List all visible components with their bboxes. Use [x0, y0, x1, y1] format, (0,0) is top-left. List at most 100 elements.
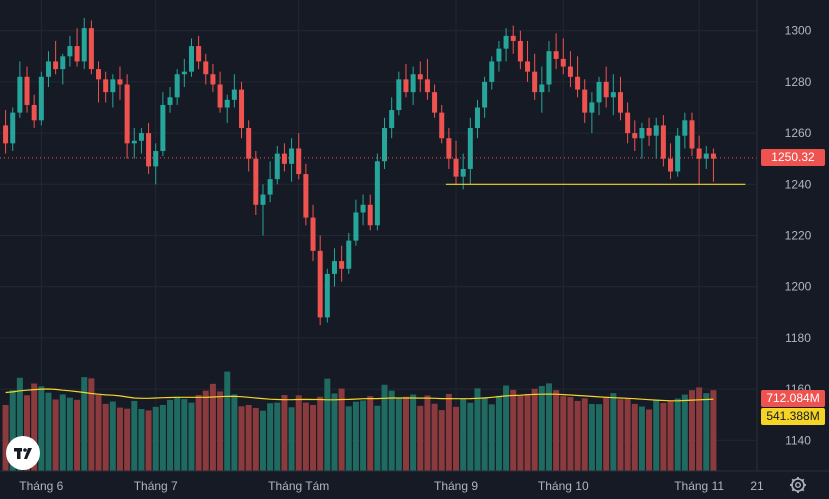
candle[interactable]	[625, 102, 631, 144]
candle[interactable]	[467, 117, 473, 185]
candle[interactable]	[196, 35, 202, 70]
candle[interactable]	[432, 84, 438, 118]
candle[interactable]	[396, 71, 402, 116]
candle[interactable]	[339, 245, 345, 282]
candle[interactable]	[53, 40, 59, 75]
candle[interactable]	[17, 61, 23, 118]
candle[interactable]	[67, 35, 73, 67]
candle[interactable]	[639, 122, 645, 159]
candle[interactable]	[331, 248, 337, 287]
candle[interactable]	[160, 92, 166, 157]
gear-icon[interactable]	[789, 476, 807, 494]
candle[interactable]	[74, 28, 80, 67]
candle[interactable]	[38, 71, 44, 126]
candle[interactable]	[367, 194, 373, 231]
candle[interactable]	[525, 40, 531, 82]
candle[interactable]	[289, 138, 295, 182]
candle[interactable]	[539, 66, 545, 113]
candle[interactable]	[346, 232, 352, 274]
candle[interactable]	[424, 58, 430, 100]
candle[interactable]	[439, 104, 445, 144]
candle[interactable]	[596, 76, 602, 116]
candle[interactable]	[382, 117, 388, 169]
candle[interactable]	[589, 92, 595, 134]
candle[interactable]	[181, 58, 187, 88]
candle[interactable]	[124, 74, 130, 159]
candle[interactable]	[45, 51, 51, 88]
candle[interactable]	[417, 61, 423, 93]
candle[interactable]	[267, 161, 273, 203]
candle[interactable]	[353, 199, 359, 246]
candle[interactable]	[446, 127, 452, 169]
candle[interactable]	[31, 94, 37, 128]
candle[interactable]	[517, 30, 523, 70]
candle[interactable]	[174, 69, 180, 105]
candle[interactable]	[689, 112, 695, 157]
candle[interactable]	[603, 66, 609, 108]
candle[interactable]	[632, 120, 638, 152]
candle[interactable]	[482, 76, 488, 118]
candle[interactable]	[582, 79, 588, 123]
candle[interactable]	[374, 153, 380, 231]
candle[interactable]	[239, 81, 245, 139]
candle[interactable]	[503, 28, 509, 62]
candle[interactable]	[489, 56, 495, 90]
candle[interactable]	[224, 94, 230, 123]
candle[interactable]	[324, 268, 330, 323]
candle[interactable]	[610, 74, 616, 116]
candle[interactable]	[317, 235, 323, 326]
candle[interactable]	[60, 53, 66, 85]
candle[interactable]	[138, 127, 144, 154]
candle[interactable]	[203, 53, 209, 85]
candle[interactable]	[646, 117, 652, 146]
candle[interactable]	[668, 143, 674, 180]
candle[interactable]	[217, 71, 223, 113]
candle[interactable]	[310, 204, 316, 262]
candle[interactable]	[260, 184, 266, 236]
candle[interactable]	[88, 20, 94, 75]
candle[interactable]	[675, 127, 681, 177]
candle[interactable]	[460, 153, 466, 190]
candle[interactable]	[3, 110, 9, 154]
candle[interactable]	[546, 40, 552, 93]
candle[interactable]	[653, 117, 659, 159]
candles[interactable]	[3, 17, 716, 326]
candle[interactable]	[167, 87, 173, 113]
candle[interactable]	[410, 66, 416, 105]
candle[interactable]	[696, 135, 702, 185]
candle[interactable]	[360, 194, 366, 226]
candle[interactable]	[560, 38, 566, 75]
candle[interactable]	[246, 120, 252, 172]
candle[interactable]	[510, 25, 516, 54]
candle[interactable]	[117, 66, 123, 100]
candle[interactable]	[682, 112, 688, 149]
candle[interactable]	[146, 122, 152, 175]
candle[interactable]	[274, 145, 280, 185]
candle[interactable]	[453, 140, 459, 185]
candle[interactable]	[96, 61, 102, 103]
candle[interactable]	[403, 63, 409, 98]
candle[interactable]	[703, 145, 709, 169]
candle[interactable]	[153, 143, 159, 185]
candle[interactable]	[210, 63, 216, 93]
candle[interactable]	[253, 151, 259, 216]
tradingview-logo[interactable]	[6, 436, 40, 470]
candle[interactable]	[24, 66, 30, 113]
candle[interactable]	[567, 51, 573, 88]
candle[interactable]	[296, 133, 302, 180]
candle[interactable]	[303, 163, 309, 226]
candle[interactable]	[496, 40, 502, 72]
candle[interactable]	[81, 17, 87, 70]
candle[interactable]	[103, 71, 109, 103]
candle[interactable]	[532, 53, 538, 100]
candle[interactable]	[660, 115, 666, 167]
candle[interactable]	[617, 76, 623, 121]
candle[interactable]	[474, 99, 480, 139]
candle[interactable]	[389, 97, 395, 139]
candle[interactable]	[131, 127, 137, 159]
candle[interactable]	[10, 107, 16, 152]
candle[interactable]	[553, 33, 559, 70]
candle[interactable]	[110, 74, 116, 108]
candle[interactable]	[575, 56, 581, 98]
